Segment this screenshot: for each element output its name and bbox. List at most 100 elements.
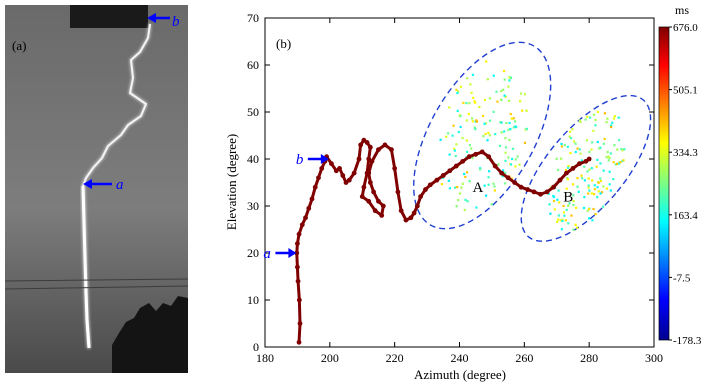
marker-a-arrowhead xyxy=(83,179,92,189)
source-point xyxy=(582,206,586,210)
source-point xyxy=(609,152,612,155)
source-point xyxy=(475,119,478,122)
source-point xyxy=(459,125,462,129)
source-point xyxy=(465,119,468,122)
source-point xyxy=(456,109,459,112)
channel-segment xyxy=(297,322,302,344)
channel-segment xyxy=(296,279,301,302)
source-point xyxy=(504,151,507,154)
source-point xyxy=(445,135,448,138)
source-point xyxy=(494,133,497,136)
source-point xyxy=(488,97,492,100)
source-point xyxy=(500,90,503,93)
panel-a: (a) a b xyxy=(4,5,189,373)
source-point xyxy=(487,183,490,186)
chart-panel-b: 180 200 220 240 260 280 300 0 10 20 30 40 50 60 70 (b… xyxy=(224,3,702,382)
source-point xyxy=(590,148,593,151)
source-point xyxy=(613,144,616,147)
source-point xyxy=(493,185,496,188)
source-point xyxy=(596,140,599,144)
source-point xyxy=(492,74,495,77)
channel-segment xyxy=(352,157,361,175)
source-point xyxy=(567,166,570,169)
source-point xyxy=(468,180,471,183)
source-point xyxy=(591,179,594,182)
source-point xyxy=(486,78,489,81)
source-point xyxy=(470,91,473,94)
source-point xyxy=(453,147,456,150)
source-point xyxy=(461,136,464,140)
source-point xyxy=(612,161,615,164)
channel-segment xyxy=(297,298,302,325)
tree-silhouette xyxy=(112,296,188,373)
source-point xyxy=(516,155,519,158)
source-point xyxy=(594,212,597,216)
source-point xyxy=(572,194,575,197)
source-point xyxy=(488,119,492,122)
source-point xyxy=(514,165,517,168)
marker-b-arrowhead xyxy=(147,13,156,23)
source-point xyxy=(510,117,513,120)
marker-a-label: a xyxy=(116,177,124,193)
source-point xyxy=(467,112,470,116)
source-point xyxy=(508,76,511,79)
source-point xyxy=(510,157,514,161)
colorbar-tick-label: 163.4 xyxy=(673,210,698,222)
source-point xyxy=(456,91,459,95)
source-point xyxy=(583,179,587,182)
annotation-arrowhead xyxy=(288,248,297,258)
source-point xyxy=(512,126,515,129)
source-point xyxy=(500,131,503,134)
source-point xyxy=(483,122,486,125)
source-point xyxy=(502,88,505,91)
source-point xyxy=(448,187,452,190)
source-point xyxy=(606,151,609,154)
power-line xyxy=(4,278,189,282)
source-point xyxy=(555,157,558,160)
source-point xyxy=(568,135,571,138)
source-point xyxy=(503,130,506,133)
source-point xyxy=(441,176,445,180)
source-point xyxy=(599,177,602,180)
y-tick-label: 20 xyxy=(247,246,259,260)
source-point xyxy=(474,128,477,131)
colorbar xyxy=(658,26,670,341)
source-point xyxy=(484,194,488,197)
source-point xyxy=(514,125,517,128)
colorbar-tick-label: 676.0 xyxy=(673,22,698,34)
source-point xyxy=(498,144,502,147)
source-point xyxy=(605,156,608,159)
source-point xyxy=(504,171,507,174)
source-point xyxy=(567,204,570,207)
source-point xyxy=(557,214,560,217)
source-point xyxy=(596,158,599,161)
panel-a-label: (a) xyxy=(12,38,26,53)
source-point xyxy=(572,140,576,143)
region-ellipse xyxy=(413,41,552,230)
source-point xyxy=(447,132,450,135)
source-point xyxy=(563,214,566,217)
source-point xyxy=(459,85,462,88)
source-point xyxy=(455,205,458,208)
source-point xyxy=(568,202,571,205)
annotation-arrowhead xyxy=(320,154,329,164)
source-point xyxy=(468,144,471,147)
source-point xyxy=(456,185,459,189)
source-point xyxy=(473,100,476,103)
photo-dark-corner xyxy=(70,5,148,28)
source-point xyxy=(597,190,600,193)
source-point xyxy=(465,150,469,153)
source-point xyxy=(581,177,584,180)
source-point xyxy=(481,114,485,118)
source-point xyxy=(572,203,575,207)
marker-b-label: b xyxy=(172,14,180,30)
source-point xyxy=(471,156,474,160)
scatter-speckles xyxy=(439,60,626,231)
source-point xyxy=(484,132,487,136)
source-point xyxy=(605,187,609,190)
y-tick-label: 70 xyxy=(247,11,259,25)
source-point xyxy=(478,105,481,109)
source-point xyxy=(473,126,476,129)
source-point xyxy=(507,85,510,88)
